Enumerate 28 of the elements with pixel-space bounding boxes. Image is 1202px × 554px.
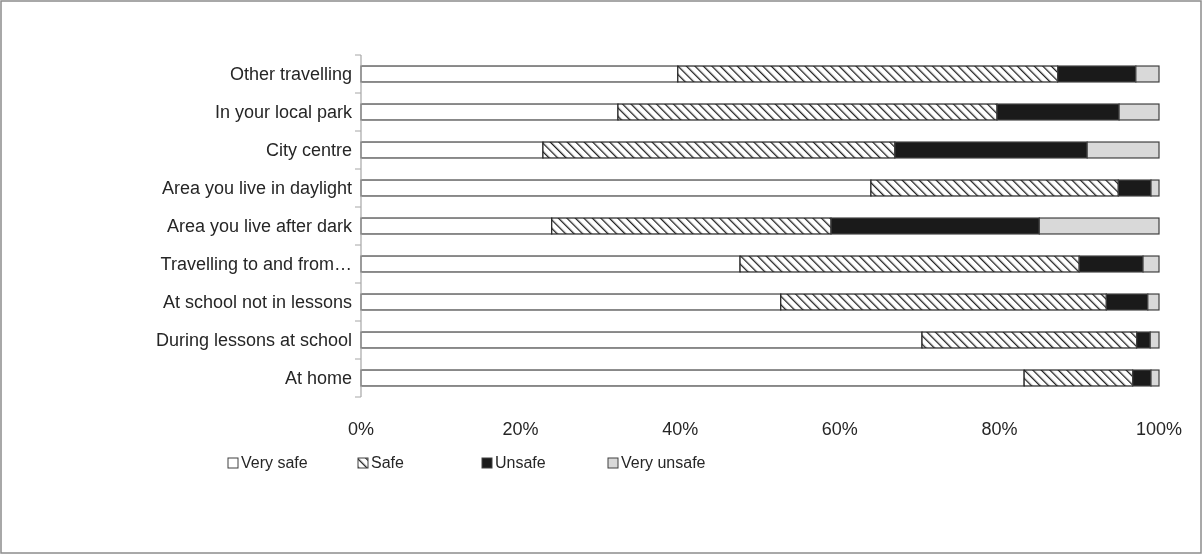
legend-label: Unsafe [495,454,546,471]
x-tick-label: 80% [981,419,1018,439]
bar [360,179,872,197]
x-tick-label: 20% [502,419,539,439]
y-tick-label: Area you live after dark [166,216,353,237]
bar [360,141,544,159]
legend-label: Safe [371,454,405,471]
bar [360,331,923,349]
y-tick-label: During lessons at school [155,330,352,351]
bar [360,103,619,121]
bar [360,369,1025,387]
x-tick-label: 100% [1135,419,1183,439]
y-tick-label: At school not in lessons [162,292,352,313]
y-tick-label: Travelling to and from… [160,254,352,275]
y-tick-label: City centre [265,140,352,161]
y-tick-label: Other travelling [229,64,352,85]
bar [360,255,741,273]
bar [360,217,553,235]
y-tick-label: Area you live in daylight [161,178,352,199]
bar [360,65,679,83]
x-tick-label: 0% [347,419,375,439]
y-tick-label: In your local park [214,102,353,123]
x-tick-label: 40% [662,419,699,439]
y-tick-label: At home [284,368,352,389]
bar [360,293,782,311]
x-tick-label: 60% [821,419,858,439]
legend-label: Very safe [241,454,308,471]
legend-label: Very unsafe [621,454,706,471]
